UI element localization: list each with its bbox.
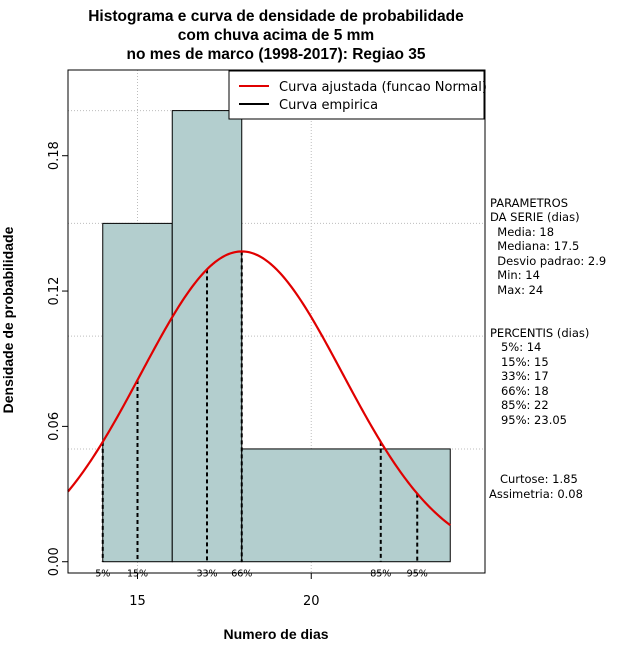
shape-stat-line: Assimetria: 0.08: [489, 487, 583, 501]
percentis-block: PERCENTIS (dias) 5%: 14 15%: 15 33%: 17 …: [490, 326, 589, 427]
params-line: Media: 18: [490, 225, 554, 239]
shape-stats-block: Curtose: 1.85 Assimetria: 0.08: [489, 472, 583, 501]
x-tick-label: 15: [129, 594, 146, 609]
histogram-bar: [241, 448, 451, 563]
percentis-line: 95%: 23.05: [490, 413, 567, 427]
percentis-line: 5%: 14: [490, 340, 541, 354]
y-tick-label: 0.12: [47, 277, 62, 306]
percentile-label: 5%: [95, 569, 110, 580]
x-tick-label: 20: [303, 594, 320, 609]
plot-frame: [67, 69, 486, 574]
chart-title-line-2: com chuva acima de 5 mm: [178, 27, 374, 44]
percentile-label: 85%: [370, 569, 391, 580]
percentis-line: 85%: 22: [490, 398, 549, 412]
percentis-line: 66%: 18: [490, 384, 549, 398]
chart-title: Histograma e curva de densidade de proba…: [88, 8, 464, 63]
chart-title-line-1: Histograma e curva de densidade de proba…: [88, 8, 464, 25]
legend-label-empirical: Curva empirica: [279, 98, 378, 113]
percentis-line: 33%: 17: [490, 369, 549, 383]
percentis-line: 15%: 15: [490, 355, 549, 369]
histogram-bar: [102, 222, 173, 563]
y-tick-label: 0.06: [47, 412, 62, 441]
params-line: Mediana: 17.5: [490, 239, 579, 253]
y-tick-label: 0.00: [47, 547, 62, 576]
y-axis-title: Densidade de probabilidade: [0, 226, 16, 413]
axes: 0.00 0.06 0.12 0.18 15 20: [47, 141, 320, 609]
histogram-bars: [102, 110, 451, 563]
percentis-line: PERCENTIS (dias): [490, 326, 589, 340]
params-line: Min: 14: [490, 268, 540, 282]
y-tick-label: 0.18: [47, 141, 62, 170]
legend-box: [228, 70, 485, 120]
normal-curve-layer: [67, 250, 451, 527]
chart-legend: Curva ajustada (funcao Normal) Curva emp…: [228, 70, 487, 120]
params-block: PARAMETROS DA SERIE (dias) Media: 18 Med…: [490, 196, 606, 297]
params-line: Max: 24: [490, 283, 543, 297]
params-line: DA SERIE (dias): [490, 210, 580, 224]
percentile-label: 33%: [196, 569, 217, 580]
x-axis-title: Numero de dias: [223, 626, 328, 642]
params-line: PARAMETROS: [490, 196, 568, 210]
chart-title-line-3: no mes de marco (1998-2017): Regiao 35: [127, 46, 426, 63]
percentile-label: 66%: [231, 569, 252, 580]
normal-fit-curve: [67, 250, 451, 527]
params-line: Desvio padrao: 2.9: [490, 254, 606, 268]
percentile-label: 95%: [407, 569, 428, 580]
stats-side-panel: PARAMETROS DA SERIE (dias) Media: 18 Med…: [489, 196, 606, 501]
shape-stat-line: Curtose: 1.85: [489, 472, 578, 486]
legend-label-fit: Curva ajustada (funcao Normal): [279, 80, 487, 95]
